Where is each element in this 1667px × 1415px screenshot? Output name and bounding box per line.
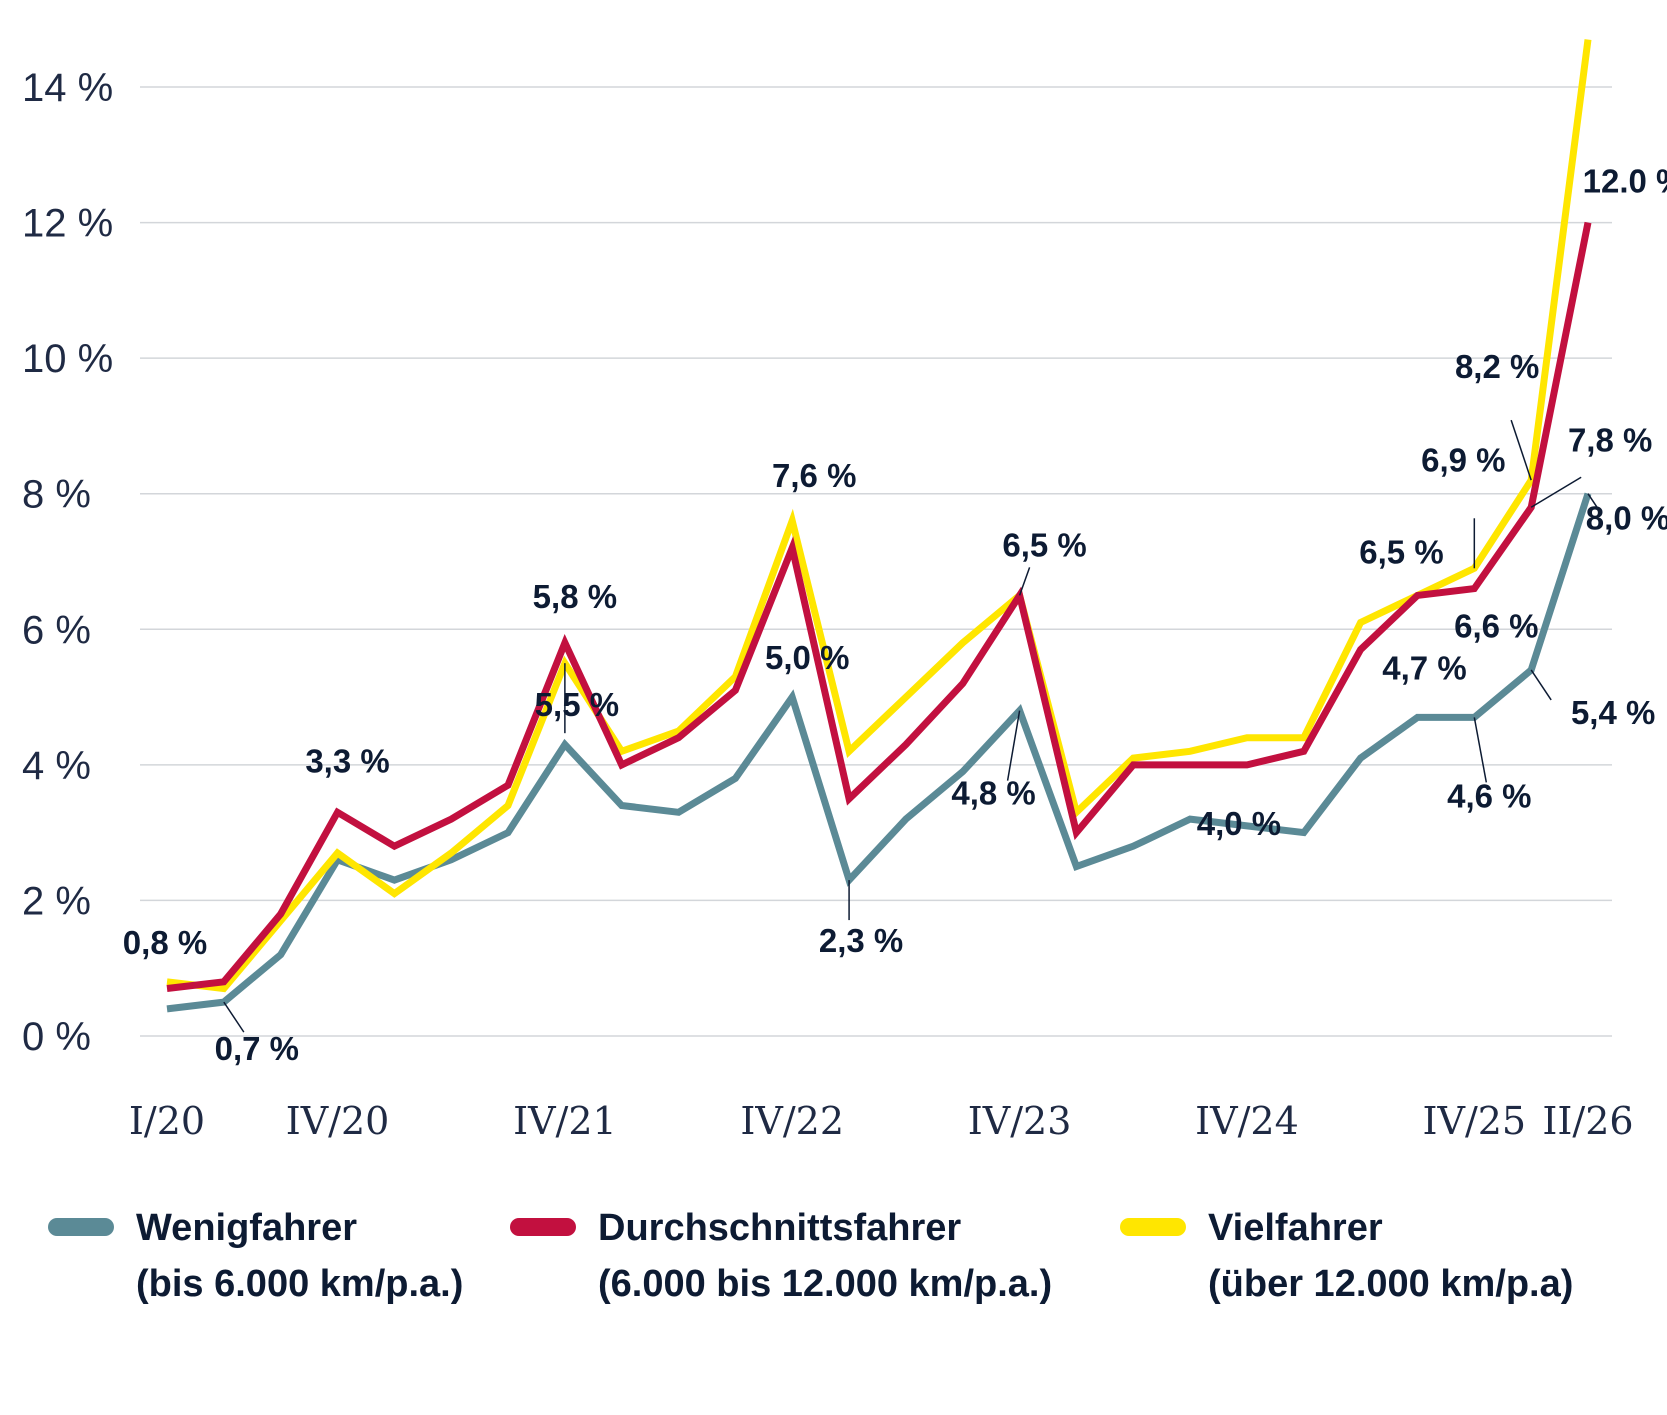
data-label: 4,6 %: [1447, 777, 1531, 814]
legend: Wenigfahrer (bis 6.000 km/p.a.) Durchsch…: [0, 1200, 1667, 1330]
data-label: 6,6 %: [1454, 608, 1538, 645]
data-label: 5,8 %: [533, 578, 617, 615]
leader-line: [1510, 419, 1532, 481]
data-label: 6,9 %: [1421, 441, 1505, 478]
y-tick-label: 6 %: [22, 608, 91, 652]
line-chart: 0 % 2 % 4 % 6 % 8 % 10 % 12 % 14 % I/20 IV/20 IV/…: [22, 0, 1667, 1143]
data-label: 4,8 %: [951, 775, 1035, 812]
x-tick-label: IV/25: [1423, 1099, 1527, 1143]
series-lines: [166, 39, 1592, 1013]
leader-line: [223, 1001, 245, 1033]
leader-line: [1530, 669, 1552, 701]
data-label: 2,3 %: [819, 922, 903, 959]
data-label: 3,3 %: [305, 742, 389, 779]
leader-line: [1473, 717, 1488, 783]
x-tick-label: II/26: [1542, 1099, 1633, 1143]
y-axis-ticks: 0 % 2 % 4 % 6 % 8 % 10 % 12 % 14 %: [22, 66, 113, 1059]
y-tick-label: 0 %: [22, 1015, 91, 1059]
legend-swatch-wenigfahrer: [48, 1218, 114, 1236]
x-axis-ticks: I/20 IV/20 IV/21 IV/22 IV/23 IV/24 IV/25 II/26: [129, 1099, 1634, 1143]
data-label: 0,8 %: [123, 924, 207, 961]
data-label: 5,4 %: [1571, 694, 1655, 731]
data-label: 5,0 %: [765, 639, 849, 676]
data-label: 6,5 %: [1359, 533, 1443, 570]
series-line-durchschnittsfahrer: [166, 221, 1592, 992]
data-label: 7,6 %: [772, 457, 856, 494]
legend-swatch-vielfahrer: [1120, 1218, 1186, 1236]
data-labels: 0,8 % 0,7 % 3,3 % 5,8 % 5,5 % 7,6 % 5,0 % 2,3 %…: [123, 0, 1667, 1067]
x-tick-label: IV/22: [740, 1099, 844, 1143]
series-line-wenigfahrer: [166, 492, 1592, 1013]
leader-line: [1006, 710, 1021, 781]
legend-label-durchschnittsfahrer: Durchschnittsfahrer (6.000 bis 12.000 km…: [598, 1207, 1053, 1305]
x-tick-label: IV/21: [513, 1099, 617, 1143]
data-label: 14,7 %: [1478, 0, 1581, 1]
legend-label-vielfahrer: Vielfahrer (über 12.000 km/p.a): [1208, 1207, 1574, 1305]
data-label: 6,5 %: [1002, 526, 1086, 563]
gridlines: [140, 86, 1612, 1037]
y-tick-label: 2 %: [22, 879, 91, 923]
legend-label-wenigfahrer: Wenigfahrer (bis 6.000 km/p.a.): [136, 1207, 464, 1305]
x-tick-label: IV/24: [1195, 1099, 1299, 1143]
data-label: 5,5 %: [535, 686, 619, 723]
y-tick-label: 12 %: [22, 202, 113, 246]
series-line-vielfahrer: [166, 39, 1592, 993]
legend-swatch-durchschnittsfahrer: [510, 1218, 576, 1236]
y-tick-label: 10 %: [22, 337, 113, 381]
data-label: 4,0 %: [1197, 805, 1281, 842]
label-leader-lines: [223, 419, 1599, 1033]
y-tick-label: 14 %: [22, 66, 113, 110]
y-tick-label: 8 %: [22, 473, 91, 517]
leader-line: [1587, 493, 1599, 510]
data-label: 8,2 %: [1455, 348, 1539, 385]
data-label: 12.0 %: [1583, 163, 1667, 200]
x-tick-label: I/20: [129, 1099, 205, 1143]
x-tick-label: IV/23: [968, 1099, 1072, 1143]
data-label: 7,8 %: [1568, 421, 1652, 458]
leader-line: [1018, 567, 1031, 596]
x-tick-label: IV/20: [286, 1099, 390, 1143]
data-label: 4,7 %: [1382, 649, 1466, 686]
data-label: 0,7 %: [215, 1030, 299, 1067]
y-tick-label: 4 %: [22, 744, 91, 788]
leader-line: [1530, 476, 1582, 508]
data-label: 8,0 %: [1586, 500, 1667, 537]
